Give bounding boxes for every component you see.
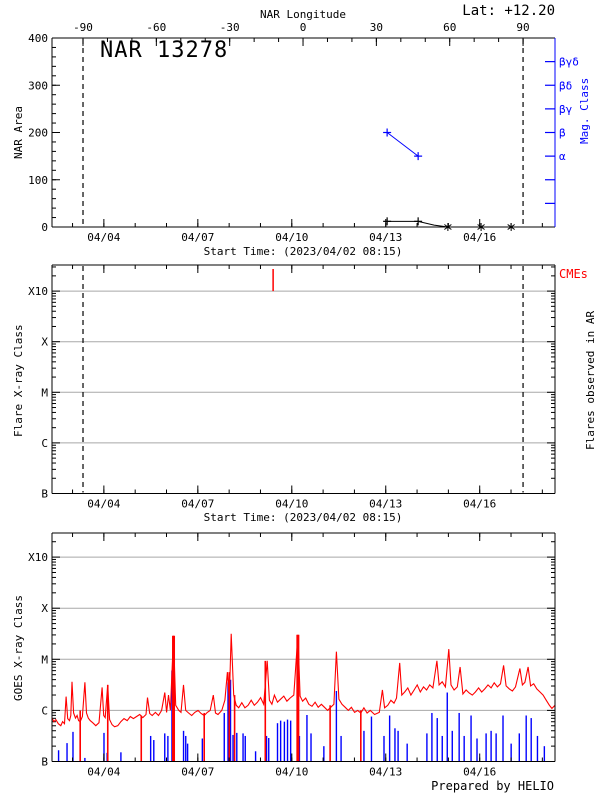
y-class-label: X xyxy=(41,336,48,349)
goes-xray-axis-label: GOES X-ray Class xyxy=(12,595,25,701)
longitude-tick-label: -90 xyxy=(73,21,93,34)
longitude-tick-label: 60 xyxy=(443,21,456,34)
mag-class-tick-label: α xyxy=(559,150,566,163)
y-tick-label: 200 xyxy=(28,127,48,140)
mag-class-tick-label: βδ xyxy=(559,79,572,92)
y-tick-label: 400 xyxy=(28,32,48,45)
longitude-tick-label: 30 xyxy=(370,21,383,34)
start-time-label-top: Start Time: (2023/04/02 08:15) xyxy=(203,245,403,258)
mag-class-tick-label: βγδ xyxy=(559,56,579,69)
mag-class-tick-label: βγ xyxy=(559,103,573,116)
y-class-label: X10 xyxy=(28,285,48,298)
flares-observed-label: Flares observed in AR xyxy=(584,310,597,450)
x-tick-label: 04/13 xyxy=(369,231,402,244)
x-tick-label: 04/07 xyxy=(181,766,214,779)
x-tick-label: 04/04 xyxy=(87,231,120,244)
x-tick-label: 04/10 xyxy=(275,766,308,779)
y-tick-label: 300 xyxy=(28,79,48,92)
x-tick-label: 04/10 xyxy=(275,498,308,511)
x-tick-label: 04/16 xyxy=(463,231,496,244)
longitude-tick-label: 0 xyxy=(300,21,307,34)
goes-flux-curve xyxy=(51,633,556,728)
x-tick-label: 04/07 xyxy=(181,498,214,511)
x-tick-label: 04/10 xyxy=(275,231,308,244)
longitude-tick-label: -30 xyxy=(220,21,240,34)
y-class-label: M xyxy=(41,653,48,666)
y-tick-label: 100 xyxy=(28,174,48,187)
mag-class-tick-label: β xyxy=(559,127,566,140)
flare-xray-axis-label: Flare X-ray Class xyxy=(12,324,25,437)
longitude-tick-label: 90 xyxy=(516,21,529,34)
credit-label: Prepared by HELIO xyxy=(431,779,554,793)
y-class-label: C xyxy=(41,704,48,717)
x-tick-label: 04/13 xyxy=(369,766,402,779)
y-class-label: B xyxy=(41,756,48,769)
top-axis-title: NAR Longitude xyxy=(259,8,347,21)
x-tick-label: 04/16 xyxy=(463,766,496,779)
x-tick-label: 04/04 xyxy=(87,498,120,511)
y-tick-label: 0 xyxy=(41,221,48,234)
x-tick-label: 04/13 xyxy=(369,498,402,511)
longitude-tick-label: -60 xyxy=(146,21,166,34)
start-time-label-middle: Start Time: (2023/04/02 08:15) xyxy=(203,511,403,524)
mag-class-axis-label: Mag. Class xyxy=(578,77,591,144)
mag-class-series xyxy=(386,132,419,157)
y-class-label: C xyxy=(41,437,48,450)
y-class-label: B xyxy=(41,488,48,501)
nar-area-axis-label: NAR Area xyxy=(12,106,25,159)
x-tick-label: 04/04 xyxy=(87,766,120,779)
x-tick-label: 04/16 xyxy=(463,498,496,511)
cmes-label: CMEs xyxy=(559,267,588,281)
y-class-label: M xyxy=(41,386,48,399)
latitude-label: Lat: +12.20 xyxy=(462,3,555,19)
y-class-label: X10 xyxy=(28,551,48,564)
y-class-label: X xyxy=(41,602,48,615)
active-region-title: NAR 13278 xyxy=(100,38,229,63)
x-tick-label: 04/07 xyxy=(181,231,214,244)
